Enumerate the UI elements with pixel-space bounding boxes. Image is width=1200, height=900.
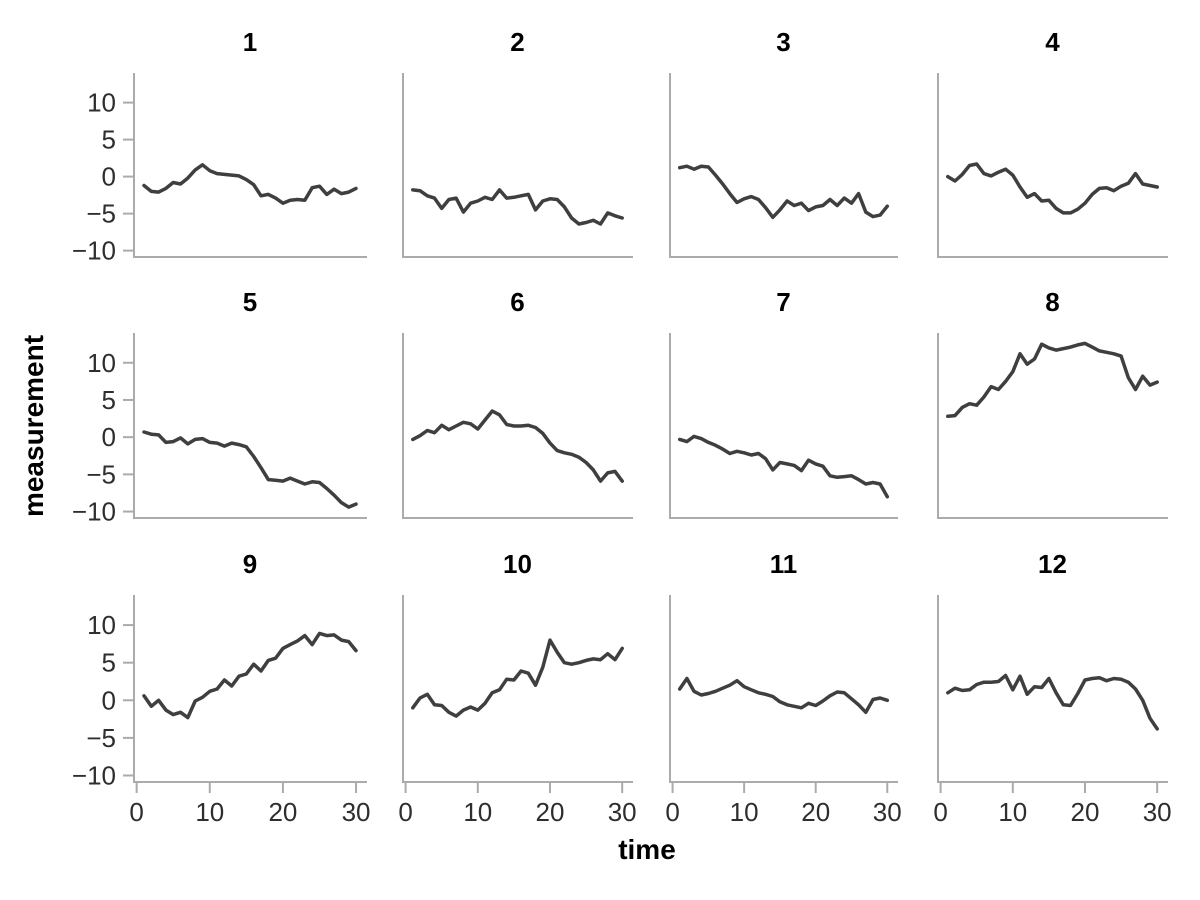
x-tick-label: 30 [342,797,371,827]
facet-panel-9: 10 5 0 −5 −10 0 10 20 30 [72,595,370,827]
x-tick-label: 20 [268,797,297,827]
y-tick-label: 0 [102,162,116,192]
facet-strip-label-2: 2 [510,27,525,57]
facet-panel-10: 0 10 20 30 [398,595,637,827]
x-tick-label: 20 [1071,797,1100,827]
x-tick-label: 30 [1143,797,1172,827]
data-line-series-11 [677,676,890,715]
facet-panel-6 [402,333,633,519]
data-line-series-4 [946,162,1159,215]
y-tick-label: 0 [102,422,116,452]
x-tick-label: 10 [195,797,224,827]
facet-strip-label-8: 8 [1045,287,1060,317]
x-tick-label: 20 [536,797,565,827]
facet-strip-label-4: 4 [1045,27,1060,57]
y-axis-title: measurement [18,334,49,518]
y-tick-label: 10 [87,348,116,378]
facet-strip-label-9: 9 [242,549,258,579]
facet-strip-label-6: 6 [510,287,525,317]
y-tick-label: 10 [87,610,116,640]
x-tick-label: 0 [398,797,412,827]
y-tick-label: −10 [72,236,116,266]
y-tick-label: −5 [86,199,116,229]
x-tick-label: 30 [873,797,902,827]
x-tick-label: 0 [665,797,679,827]
facet-strip-label-11: 11 [769,549,798,579]
data-line-series-7 [677,434,890,499]
x-tick-label: 20 [801,797,830,827]
facet-panel-7 [669,333,898,519]
facet-panel-4 [937,73,1168,258]
data-line-series-8 [946,341,1159,419]
facet-strip-label-12: 12 [1038,549,1067,579]
y-tick-label: 5 [102,648,116,678]
data-line-series-1 [142,163,358,205]
facet-panel-2 [402,73,633,258]
x-tick-label: 10 [463,797,492,827]
facet-strip-label-5: 5 [242,287,258,317]
facet-panel-3 [669,73,898,258]
data-line-series-10 [411,638,624,718]
data-line-series-2 [411,188,624,226]
facet-panel-11: 0 10 20 30 [665,595,902,827]
x-tick-label: 30 [608,797,637,827]
x-tick-label: 10 [730,797,759,827]
data-line-series-5 [142,430,358,509]
x-tick-label: 10 [998,797,1027,827]
facet-panel-5: 10 5 0 −5 −10 [72,333,367,527]
facet-panel-12: 0 10 20 30 [933,595,1172,827]
data-line-series-6 [411,409,624,483]
y-tick-label: 0 [102,685,116,715]
y-tick-label: −5 [86,459,116,489]
y-tick-label: 5 [102,125,116,155]
x-tick-label: 0 [129,797,143,827]
x-axis-title: time [618,834,676,865]
facet-strip-label-1: 1 [242,27,258,57]
data-line-series-9 [142,631,358,720]
y-tick-label: 10 [87,88,116,118]
y-tick-label: −10 [72,760,116,790]
facet-panel-8 [937,333,1168,519]
y-tick-label: −5 [86,723,116,753]
data-line-series-12 [946,673,1159,731]
y-tick-label: 5 [102,385,116,415]
facet-panel-1: 10 5 0 −5 −10 [72,73,367,266]
facet-strip-label-3: 3 [776,27,791,57]
data-line-series-3 [677,164,890,220]
y-tick-label: −10 [72,497,116,527]
facet-strip-label-7: 7 [776,287,791,317]
facet-strip-label-10: 10 [503,549,532,579]
x-tick-label: 0 [933,797,947,827]
